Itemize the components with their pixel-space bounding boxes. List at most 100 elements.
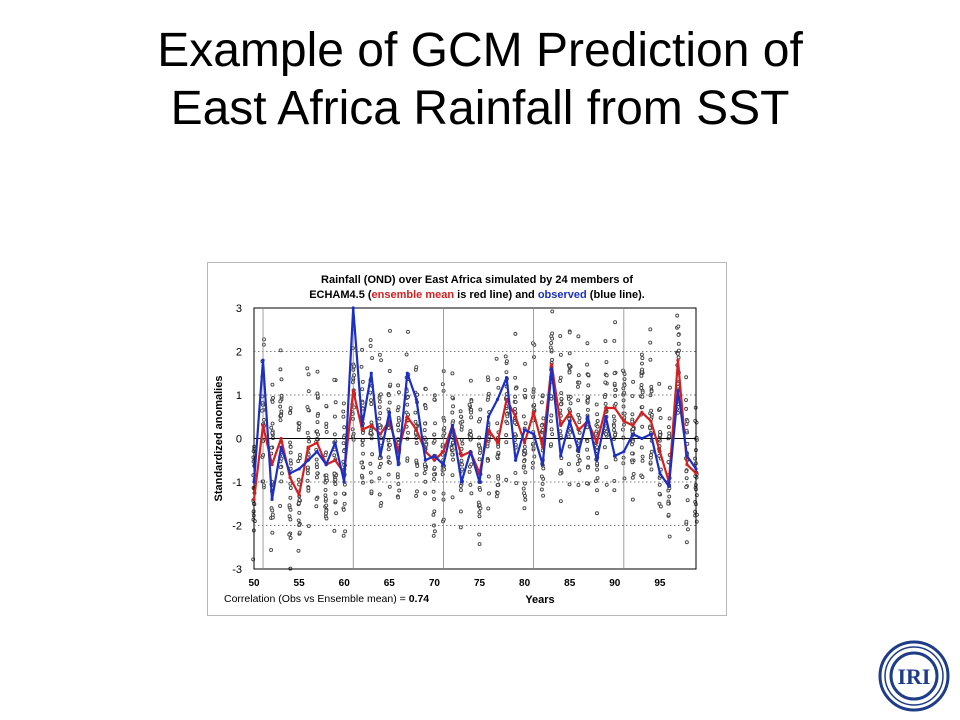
member-point — [631, 426, 636, 431]
member-point — [621, 386, 626, 391]
member-point — [577, 420, 582, 425]
member-point — [657, 406, 662, 411]
member-point — [684, 406, 689, 411]
member-point — [647, 425, 652, 430]
member-point — [576, 483, 581, 487]
member-point — [631, 472, 636, 476]
member-point — [333, 482, 338, 486]
member-point — [360, 438, 365, 443]
member-point — [468, 482, 473, 487]
member-point — [315, 413, 320, 418]
observed-point — [432, 454, 437, 458]
member-point — [513, 400, 518, 404]
member-point — [397, 488, 402, 493]
member-point — [269, 425, 274, 430]
member-point — [676, 355, 681, 360]
member-point — [342, 501, 347, 506]
member-point — [523, 448, 528, 453]
member-point — [279, 377, 284, 382]
member-point — [440, 382, 445, 387]
slide-title: Example of GCM Prediction of East Africa… — [0, 22, 960, 138]
ensemble-mean-point — [252, 497, 256, 501]
iri-logo: IRI — [878, 640, 950, 712]
member-point — [323, 488, 328, 492]
member-point — [576, 412, 581, 417]
member-point — [523, 361, 527, 366]
member-point — [333, 491, 338, 496]
member-point — [684, 540, 689, 545]
member-point — [288, 458, 293, 463]
member-point — [478, 506, 483, 511]
member-point — [558, 375, 563, 380]
member-point — [548, 419, 553, 424]
rainfall-chart-figure: 3 2 1 0 -1 -2 -3 50 55 60 65 70 75 80 85 90 95 Standardiz… — [207, 262, 727, 616]
member-point — [324, 508, 329, 513]
member-point — [602, 394, 607, 399]
member-point — [666, 501, 671, 506]
member-point — [305, 430, 310, 435]
observed-point — [459, 480, 464, 484]
member-point — [415, 489, 419, 494]
member-point — [658, 433, 662, 438]
member-point — [640, 367, 644, 372]
member-point — [278, 399, 283, 404]
member-point — [469, 415, 474, 420]
member-point — [379, 358, 384, 363]
member-point — [270, 508, 275, 513]
member-point — [613, 432, 617, 437]
member-point — [684, 428, 689, 433]
member-point — [332, 377, 337, 382]
member-point — [577, 380, 582, 385]
member-point — [649, 453, 653, 458]
member-point — [296, 501, 301, 506]
member-point — [477, 514, 482, 519]
ensemble-mean-point — [577, 428, 581, 432]
member-point — [602, 445, 607, 450]
member-point — [306, 389, 311, 394]
observed-point — [423, 458, 427, 462]
observed-line — [252, 306, 697, 501]
observed-point — [595, 458, 599, 462]
observed-point — [477, 480, 482, 484]
member-point — [568, 401, 573, 406]
member-point — [640, 475, 645, 480]
member-point — [640, 424, 645, 429]
observed-point — [667, 484, 671, 488]
member-point — [379, 500, 384, 505]
observed-point — [532, 432, 536, 436]
iri-logo-text: IRI — [897, 664, 930, 689]
member-point — [297, 523, 302, 527]
member-point — [341, 409, 346, 414]
member-point — [458, 484, 463, 488]
member-point — [658, 429, 662, 434]
member-point — [603, 380, 608, 385]
member-point — [558, 471, 563, 476]
member-point — [585, 362, 589, 367]
member-point — [469, 462, 474, 467]
ensemble-mean-point — [631, 423, 635, 428]
observed-point — [342, 480, 346, 484]
x-tick-label: 80 — [519, 578, 531, 589]
member-point — [405, 456, 410, 461]
member-point — [432, 497, 436, 502]
member-point — [523, 470, 528, 475]
member-point — [359, 473, 364, 478]
member-point — [306, 408, 311, 412]
correlation-text: Correlation (Obs vs Ensemble mean) = 0.7… — [224, 593, 429, 605]
observed-point — [622, 449, 626, 454]
ensemble-mean-point — [604, 406, 608, 410]
member-point — [585, 341, 590, 346]
member-point — [450, 395, 455, 400]
member-point — [458, 414, 463, 419]
ensemble-mean-point — [459, 454, 464, 458]
member-point — [287, 532, 292, 537]
member-point — [513, 470, 518, 475]
member-point — [378, 461, 383, 466]
member-point — [531, 395, 536, 399]
chart-series-lines — [252, 306, 698, 501]
ensemble-mean-point — [297, 493, 301, 497]
observed-point — [351, 306, 355, 310]
member-point — [458, 525, 463, 530]
member-point — [378, 411, 383, 416]
y-tick-label: 3 — [236, 303, 242, 315]
